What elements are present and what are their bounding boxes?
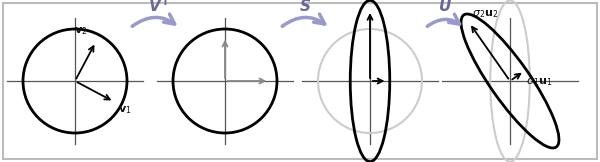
Text: U: U: [439, 0, 451, 14]
Text: S: S: [299, 0, 311, 14]
FancyArrowPatch shape: [282, 14, 325, 26]
Text: T: T: [162, 0, 169, 7]
FancyBboxPatch shape: [3, 3, 597, 159]
Text: V: V: [149, 0, 161, 14]
Text: $\sigma_2\mathbf{u}_2$: $\sigma_2\mathbf{u}_2$: [472, 8, 499, 20]
FancyArrowPatch shape: [427, 14, 460, 26]
Text: $\mathbf{v}_2$: $\mathbf{v}_2$: [74, 25, 88, 37]
Text: $\mathbf{v}_1$: $\mathbf{v}_1$: [118, 104, 131, 116]
FancyArrowPatch shape: [132, 14, 175, 26]
Text: $\sigma_1\mathbf{u}_1$: $\sigma_1\mathbf{u}_1$: [526, 76, 553, 88]
